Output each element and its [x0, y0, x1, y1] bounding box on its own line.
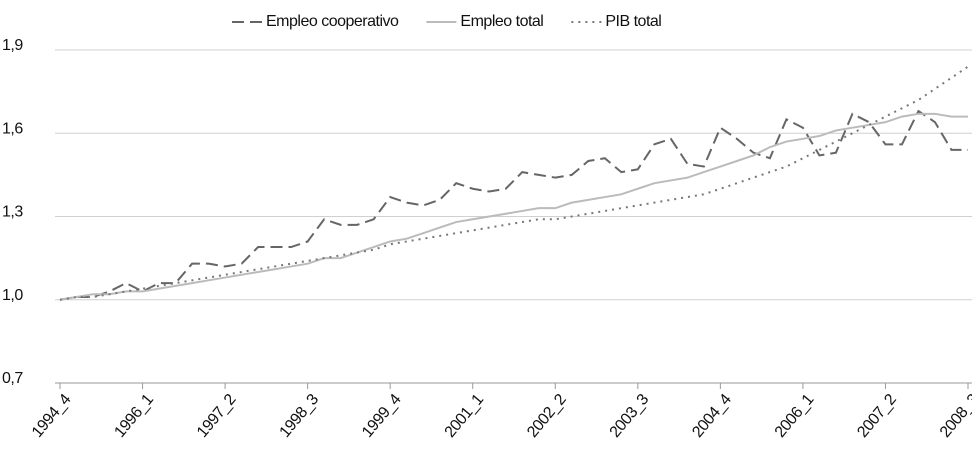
series-line [59, 109, 968, 301]
x-tick-label: 2004_4 [689, 391, 735, 441]
y-tick-label: 1,6 [2, 120, 23, 137]
legend: Empleo cooperativo Empleo total PIB total [232, 13, 662, 30]
x-tick-label: 1996_1 [111, 391, 157, 441]
y-tick-label: 1,0 [2, 287, 23, 304]
x-tick-label: 2006_1 [772, 391, 818, 441]
x-tick-label: 2008_3 [937, 391, 972, 441]
series-line [59, 65, 969, 301]
series-line [59, 112, 968, 301]
y-tick-label: 1,3 [2, 204, 23, 221]
x-tick-label: 2002_2 [524, 391, 570, 441]
legend-label: Empleo total [460, 13, 543, 30]
x-tick-label: 1997_2 [194, 391, 240, 441]
legend-label: PIB total [605, 13, 661, 30]
x-tick-label: 1999_4 [359, 391, 405, 441]
y-tick-label: 0,7 [2, 370, 23, 387]
x-tick-label: 1994_4 [29, 391, 75, 441]
legend-label: Empleo cooperativo [266, 13, 399, 30]
y-tick-label: 1,9 [2, 37, 23, 54]
x-tick-label: 2007_2 [854, 391, 900, 441]
x-tick-label: 2003_3 [607, 391, 653, 441]
x-tick-label: 1998_3 [277, 391, 323, 441]
x-tick-label: 2001_1 [442, 391, 488, 441]
